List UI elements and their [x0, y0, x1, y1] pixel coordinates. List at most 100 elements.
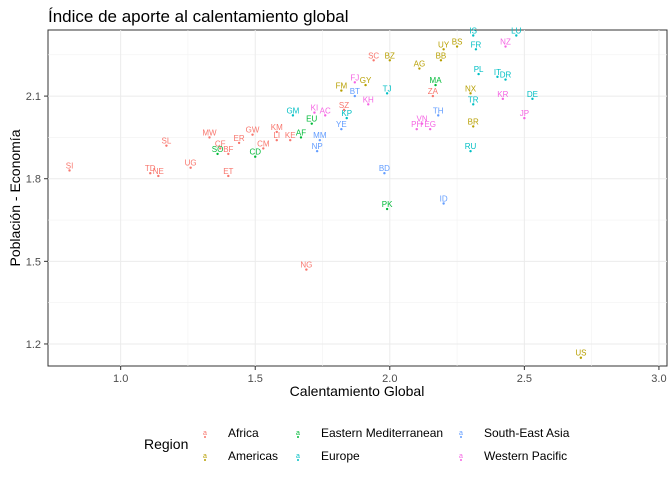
point-label: EU	[306, 115, 317, 124]
point-marker	[313, 111, 316, 114]
point-label: KM	[271, 123, 283, 132]
point-label: BR	[468, 117, 479, 126]
point-marker	[504, 78, 507, 81]
point-marker	[501, 97, 505, 101]
point-marker	[383, 172, 386, 175]
data-point: EU	[306, 115, 318, 125]
point-label: DE	[527, 90, 538, 99]
legend-title: Region	[144, 436, 188, 452]
legend-item: a Africa	[203, 426, 259, 440]
point-marker	[227, 152, 230, 156]
data-point: CM	[257, 139, 270, 150]
data-point: US	[575, 349, 586, 359]
data-point: RU	[465, 142, 477, 153]
data-point: ZA	[428, 87, 439, 98]
point-marker	[439, 59, 443, 62]
point-label: CD	[249, 148, 261, 157]
point-label: BS	[452, 38, 463, 47]
point-marker	[189, 166, 192, 169]
point-marker	[299, 136, 303, 139]
point-label: ER	[234, 134, 245, 143]
point-marker	[275, 138, 278, 142]
legend-key-dot	[460, 459, 462, 461]
point-label: BD	[379, 164, 390, 173]
point-label: AF	[296, 128, 306, 137]
legend-item: a Europe	[296, 449, 360, 463]
point-label: JP	[520, 109, 529, 118]
data-point: NG	[300, 261, 312, 271]
point-label: KE	[285, 131, 296, 140]
point-marker	[216, 152, 219, 156]
data-point: MM	[313, 131, 327, 142]
point-label: NX	[465, 84, 477, 93]
data-point: GM	[286, 106, 300, 117]
point-marker	[237, 141, 241, 145]
data-point: CF	[215, 139, 226, 150]
point-marker	[388, 59, 391, 62]
legend-key: a	[203, 430, 207, 437]
data-point: KM	[271, 123, 283, 134]
point-label: FJ	[350, 73, 359, 82]
data-point: TH	[433, 106, 444, 117]
data-point: GY	[360, 76, 372, 87]
point-label: TD	[145, 164, 156, 173]
data-point: LU	[511, 27, 522, 37]
data-point: DR	[500, 71, 512, 81]
point-marker	[469, 149, 472, 153]
point-marker	[428, 127, 432, 131]
point-marker	[531, 97, 534, 101]
data-point: UG	[185, 159, 197, 169]
data-point: SC	[368, 51, 379, 62]
point-marker	[149, 172, 152, 175]
legend-label: Europe	[321, 449, 360, 463]
point-label: DR	[500, 71, 512, 80]
data-point: BR	[468, 117, 479, 128]
data-point: BF	[223, 145, 234, 156]
data-point: EG	[424, 120, 436, 131]
data-point: PK	[382, 200, 393, 211]
legend-item: a Eastern Mediterranean	[296, 426, 443, 440]
point-label: FR	[471, 40, 482, 49]
point-label: TR	[468, 95, 479, 104]
legend-label: Africa	[228, 426, 259, 440]
point-marker	[262, 147, 265, 150]
point-label: KH	[363, 95, 374, 104]
data-point: BS	[452, 38, 463, 48]
data-point: YE	[336, 120, 347, 131]
point-label: AC	[320, 106, 331, 115]
point-label: CF	[215, 139, 226, 148]
point-label: ZA	[428, 87, 439, 96]
point-label: PH	[411, 120, 422, 129]
point-marker	[442, 48, 445, 51]
data-point: NP	[312, 142, 323, 153]
point-marker	[364, 83, 367, 87]
data-point: TD	[145, 164, 156, 175]
point-label: SZ	[339, 101, 349, 110]
data-point: FJ	[350, 73, 359, 84]
point-label: ID	[440, 195, 448, 204]
point-label: US	[575, 349, 586, 358]
point-label: IS	[469, 27, 477, 36]
legend-key-dot	[204, 459, 206, 461]
plot-panel	[47, 29, 668, 367]
data-point: KH	[363, 95, 374, 106]
point-label: MM	[313, 131, 327, 140]
data-point: TJ	[383, 84, 392, 95]
point-marker	[340, 127, 343, 131]
point-label: BZ	[385, 51, 395, 60]
data-point: KR	[497, 90, 509, 101]
point-marker	[418, 67, 421, 70]
data-point: AC	[320, 106, 331, 117]
point-marker	[434, 83, 437, 87]
point-marker	[345, 116, 348, 120]
data-point: NE	[153, 167, 164, 178]
data-point: SO	[212, 145, 223, 156]
data-point: UY	[438, 40, 450, 51]
point-label: NG	[300, 261, 312, 270]
point-marker	[523, 116, 526, 120]
point-label: IT	[494, 68, 501, 77]
data-point: SI	[66, 161, 73, 172]
data-point: KI	[311, 104, 318, 114]
point-label: AG	[414, 60, 426, 69]
